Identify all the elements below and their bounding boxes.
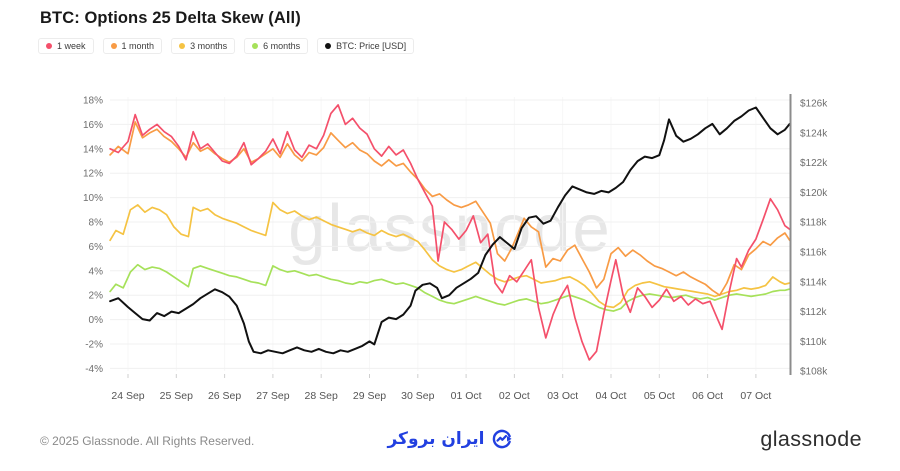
glassnode-wordmark: glassnode <box>760 427 862 451</box>
chart-legend: 1 week 1 month 3 months 6 months BTC: Price … <box>38 38 415 54</box>
x-axis-label: 07 Oct <box>740 390 771 402</box>
y-left-axis-label: 8% <box>89 218 104 229</box>
y-right-axis-label: $122k <box>800 158 828 169</box>
plot-area[interactable] <box>110 97 790 371</box>
legend-label: 1 month <box>121 41 155 51</box>
legend-item-1-month[interactable]: 1 month <box>102 38 163 54</box>
y-right-axis-label: $124k <box>800 128 828 139</box>
y-left-axis-label: -4% <box>85 364 103 375</box>
legend-label: BTC: Price [USD] <box>336 41 407 51</box>
partner-logo-text: ایران بروکر <box>387 429 485 449</box>
legend-label: 1 week <box>57 41 86 51</box>
series-line-1-month <box>109 121 791 297</box>
legend-color-dot <box>110 43 117 49</box>
y-right-axis-label: $110k <box>800 337 828 348</box>
x-axis-label: 05 Oct <box>644 390 675 402</box>
legend-label: 6 months <box>263 41 301 51</box>
y-left-axis-label: 12% <box>83 169 103 180</box>
y-left-axis-label: 18% <box>83 96 103 107</box>
y-left-axis-label: 14% <box>83 144 103 155</box>
partner-logo[interactable]: ایران بروکر <box>0 428 900 450</box>
y-right-axis-label: $112k <box>800 307 828 318</box>
legend-item-1-week[interactable]: 1 week <box>38 38 94 54</box>
legend-color-dot <box>252 43 259 49</box>
y-left-axis-label: -2% <box>85 340 103 351</box>
series-line-1-week <box>109 104 791 361</box>
y-left-axis-label: 6% <box>89 242 104 253</box>
x-axis-label: 26 Sep <box>208 390 241 402</box>
y-left-axis-label: 16% <box>83 120 103 131</box>
legend-color-dot <box>325 43 332 49</box>
x-axis-label: 04 Oct <box>596 390 627 402</box>
page-title: BTC: Options 25 Delta Skew (All) <box>40 9 301 27</box>
x-axis-label: 06 Oct <box>692 390 723 402</box>
legend-item-btc-price-usd[interactable]: BTC: Price [USD] <box>317 38 415 54</box>
legend-label: 3 months <box>190 41 228 51</box>
x-axis-label: 30 Sep <box>401 390 434 402</box>
x-axis-label: 28 Sep <box>305 390 338 402</box>
x-axis-label: 02 Oct <box>499 390 530 402</box>
y-left-axis-label: 4% <box>89 266 104 277</box>
x-axis-label: 24 Sep <box>111 390 144 402</box>
y-right-axis-label: $118k <box>800 218 828 229</box>
y-right-axis-label: $108k <box>800 367 828 378</box>
y-right-axis-label: $114k <box>800 277 828 288</box>
y-left-axis-label: 0% <box>89 315 104 326</box>
series-line-3-months <box>109 201 791 309</box>
y-left-axis-label: 2% <box>89 291 104 302</box>
x-axis-label: 03 Oct <box>547 390 578 402</box>
legend-item-3-months[interactable]: 3 months <box>171 38 236 54</box>
y-right-axis-label: $126k <box>800 99 828 110</box>
x-axis-label: 25 Sep <box>160 390 193 402</box>
chart-canvas: 24 Sep 25 Sep 26 Sep 27 Sep 28 Sep 29 Sep 30 S… <box>83 94 828 402</box>
x-axis-label: 27 Sep <box>256 390 289 402</box>
legend-item-6-months[interactable]: 6 months <box>244 38 309 54</box>
y-left-axis-label: 10% <box>83 193 103 204</box>
legend-color-dot <box>179 43 186 49</box>
x-axis-label: 29 Sep <box>353 390 386 402</box>
y-right-axis-label: $120k <box>800 188 828 199</box>
legend-color-dot <box>46 43 52 49</box>
y-right-axis-label: $116k <box>800 248 828 259</box>
circular-arrow-icon <box>492 429 512 449</box>
copyright-text: © 2025 Glassnode. All Rights Reserved. <box>40 434 255 448</box>
series-line-btc-price-usd <box>109 106 791 355</box>
x-axis-label: 01 Oct <box>451 390 482 402</box>
